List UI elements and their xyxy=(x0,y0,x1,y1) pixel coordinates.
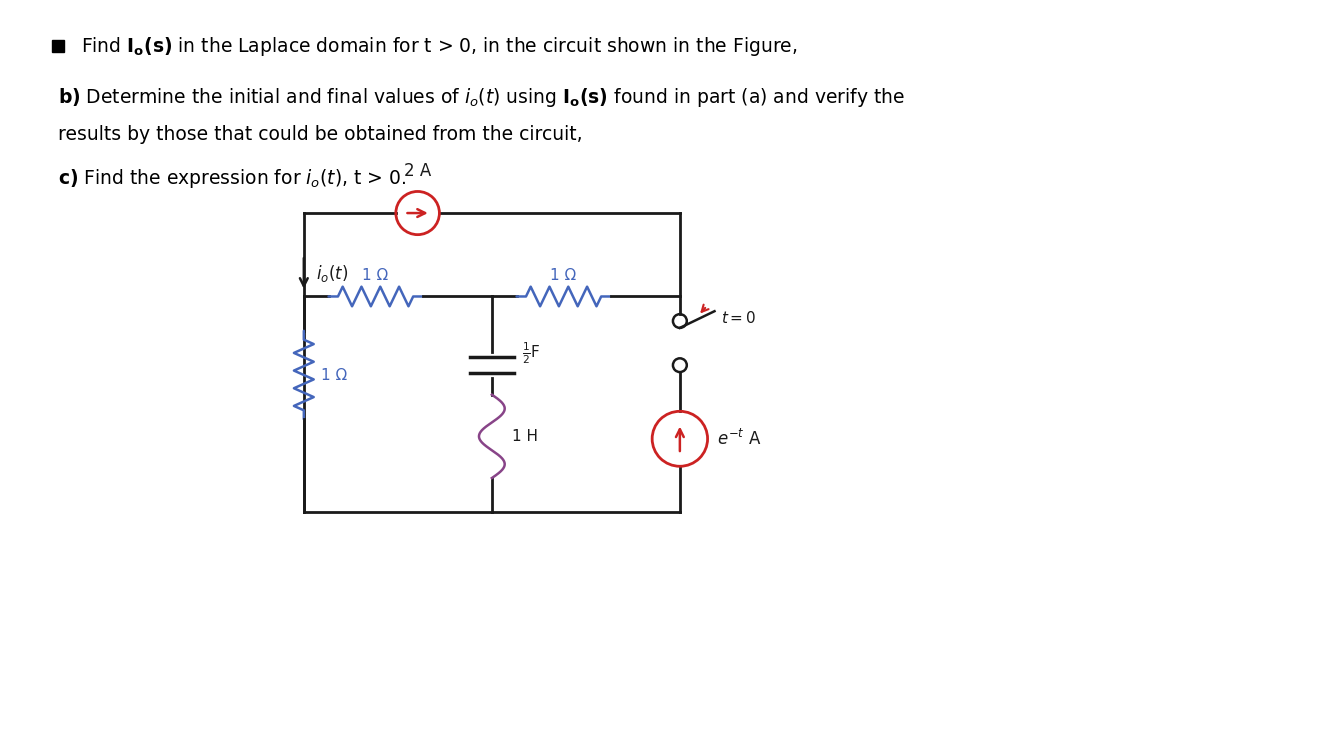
Text: 1 Ω: 1 Ω xyxy=(363,268,388,283)
Text: 1 Ω: 1 Ω xyxy=(551,268,576,283)
Text: 1 H: 1 H xyxy=(512,429,538,444)
Text: $\frac{1}{2}$F: $\frac{1}{2}$F xyxy=(522,340,540,366)
Text: $\mathbf{c)}$ Find the expression for $\mathbf{\mathit{i_o(t)}}$, t > 0.: $\mathbf{c)}$ Find the expression for $\… xyxy=(59,167,407,190)
Text: $i_o(t)$: $i_o(t)$ xyxy=(316,263,348,284)
Text: Find $\mathbf{I_o(s)}$ in the Laplace domain for t > 0, in the circuit shown in : Find $\mathbf{I_o(s)}$ in the Laplace do… xyxy=(81,34,798,58)
Text: $t = 0$: $t = 0$ xyxy=(722,310,756,326)
Text: $\mathbf{b)}$ Determine the initial and final values of $\mathit{i_o(t)}$ using : $\mathbf{b)}$ Determine the initial and … xyxy=(59,86,906,109)
Text: $e^{-t}$ A: $e^{-t}$ A xyxy=(718,429,762,448)
Text: results by those that could be obtained from the circuit,: results by those that could be obtained … xyxy=(59,125,583,144)
Text: 1 Ω: 1 Ω xyxy=(320,368,347,382)
Text: 2 A: 2 A xyxy=(404,162,431,180)
